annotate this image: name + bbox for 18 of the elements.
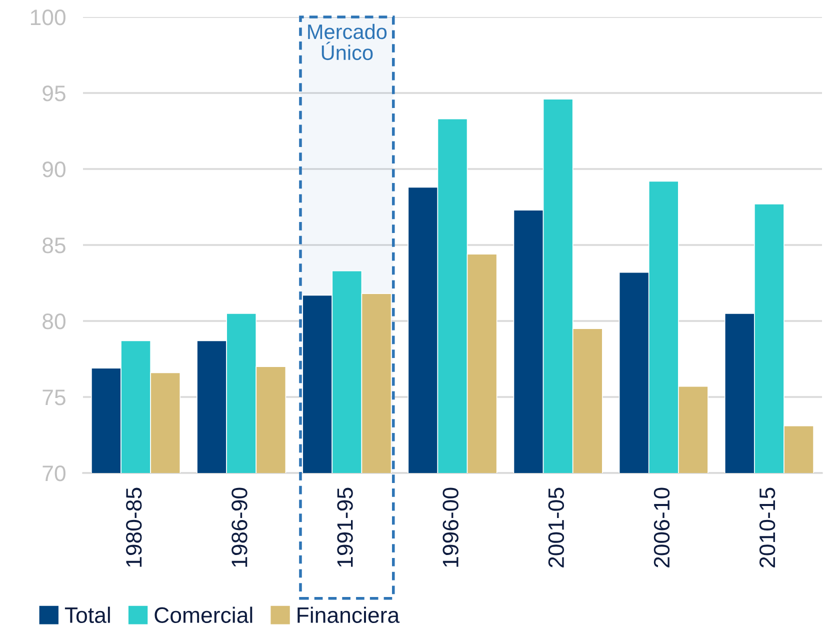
legend-label: Total (64, 606, 110, 624)
band-label: Mercado Único (308, 24, 387, 60)
x-tick-label: 2006-10 (654, 488, 670, 568)
y-tick-label: 95 (42, 86, 66, 102)
y-tick-label: 100 (30, 10, 66, 26)
x-tick-label: 1991-95 (337, 488, 353, 567)
y-tick-label: 90 (42, 162, 66, 178)
legend-label: Comercial (154, 606, 252, 624)
x-tick-label: 2010-15 (759, 488, 776, 568)
legend-label: Financiera (298, 606, 400, 624)
x-tick-label: 1986-90 (232, 488, 248, 567)
y-tick-label: 75 (42, 390, 66, 406)
y-tick-label: 80 (42, 314, 66, 330)
x-tick-label: 1996-00 (442, 488, 458, 567)
y-tick-label: 70 (42, 466, 66, 482)
x-tick-label: 2001-05 (548, 488, 564, 568)
y-tick-label: 85 (42, 238, 66, 254)
x-tick-label: 1980-85 (126, 488, 142, 567)
